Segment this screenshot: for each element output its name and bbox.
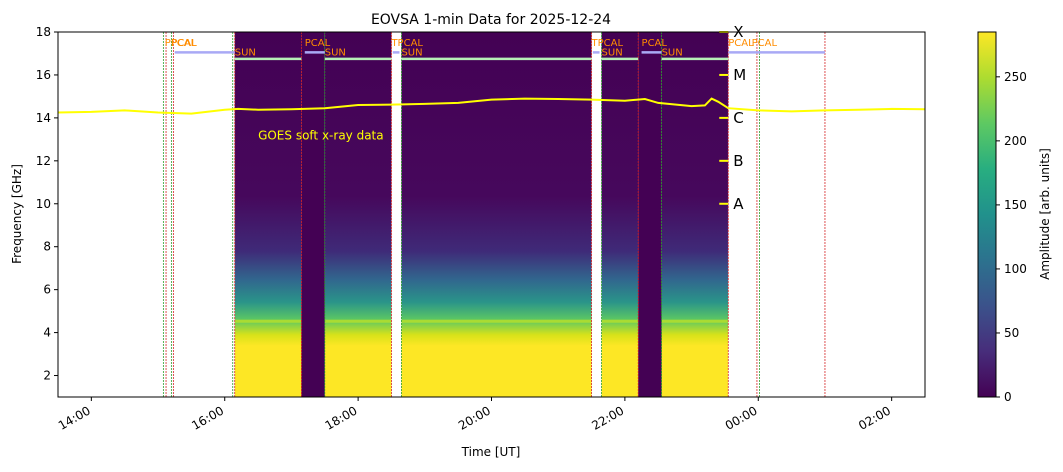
scan-label: PCAL: [752, 38, 778, 49]
colorbar-ticks: 0 50 100 150 200 250: [996, 70, 1027, 404]
spectrogram-band-stripe: [234, 319, 302, 323]
goes-class-label: C: [733, 109, 743, 127]
colorbar-tick-label: 250: [1004, 70, 1027, 84]
y-tick-label: 6: [43, 283, 51, 297]
scan-label: PCAL: [171, 38, 197, 49]
spectrogram-gap: [301, 32, 325, 397]
y-tick-label: 14: [36, 111, 51, 125]
y-tick-label: 12: [36, 154, 51, 168]
scan-label: PCAL: [642, 38, 668, 49]
spectrogram-gap: [638, 32, 662, 397]
scan-label: SUN: [401, 48, 422, 59]
colorbar-tick-label: 0: [1004, 390, 1012, 404]
scan-label: SUN: [325, 48, 346, 59]
spectrogram-segment: [324, 32, 392, 397]
x-tick-label: 22:00: [589, 403, 626, 432]
colorbar-tick-label: 100: [1004, 262, 1027, 276]
x-tick-label: 14:00: [56, 403, 93, 432]
colorbar-tick-label: 50: [1004, 326, 1019, 340]
y-axis-label: Frequency [GHz]: [10, 164, 24, 264]
scan-label: PCAL: [728, 38, 754, 49]
spectrogram-band-stripe: [324, 319, 392, 323]
scan-bar-layer: [174, 51, 825, 61]
colorbar: [977, 31, 997, 398]
scan-label: PCAL: [305, 38, 331, 49]
goes-class-label: A: [733, 195, 744, 213]
goes-soft-xray-line: [58, 97, 925, 115]
colorbar-tick-label: 150: [1004, 198, 1027, 212]
goes-class-label: B: [733, 152, 743, 170]
x-tick-label: 02:00: [856, 403, 893, 432]
scan-label-layer: PPCALPCALSUNPCALSUNTPCALSUNTPCALSUNPCALS…: [165, 38, 778, 59]
y-tick-label: 18: [36, 25, 51, 39]
x-axis-label: Time [UT]: [461, 445, 521, 459]
spectrogram-segment: [601, 32, 639, 397]
observation-layer: [234, 32, 729, 397]
scan-label: PPCAL: [165, 38, 197, 49]
colorbar-label: Amplitude [arb. units]: [1038, 148, 1052, 280]
plot-area: PPCALPCALSUNPCALSUNTPCALSUNTPCALSUNPCALS…: [58, 32, 925, 397]
y-axis-ticks: 2 4 6 8 10 12 14 16 18: [36, 25, 58, 383]
goes-label: GOES soft x-ray data: [258, 128, 384, 142]
y-tick-label: 8: [43, 240, 51, 254]
y-tick-label: 10: [36, 197, 51, 211]
spectrogram-band-stripe: [601, 319, 639, 323]
scan-label: TPCAL: [390, 38, 423, 49]
y-tick-label: 2: [43, 369, 51, 383]
x-tick-label: 18:00: [323, 403, 360, 432]
x-tick-label: 00:00: [723, 403, 760, 432]
marker-layer: [162, 32, 826, 397]
spectrogram-segment: [661, 32, 729, 397]
y-tick-label: 16: [36, 68, 51, 82]
goes-class-label: M: [733, 66, 746, 84]
x-axis-ticks: 14:00 16:00 18:00 20:00 22:00 00:00 02:00: [56, 397, 893, 433]
spectrogram-segment: [401, 32, 592, 397]
chart-title: EOVSA 1-min Data for 2025-12-24: [371, 12, 611, 28]
spectrogram-band-stripe: [661, 319, 729, 323]
scan-label: SUN: [235, 48, 256, 59]
y-tick-label: 4: [43, 326, 51, 340]
scan-label: SUN: [602, 48, 623, 59]
x-tick-label: 20:00: [456, 403, 493, 432]
x-tick-label: 16:00: [189, 403, 226, 432]
colorbar-tick-label: 200: [1004, 134, 1027, 148]
spectrogram-segment: [234, 32, 302, 397]
spectrogram-band-stripe: [401, 319, 592, 323]
scan-label: SUN: [662, 48, 683, 59]
scan-label: TPCAL: [591, 38, 624, 49]
